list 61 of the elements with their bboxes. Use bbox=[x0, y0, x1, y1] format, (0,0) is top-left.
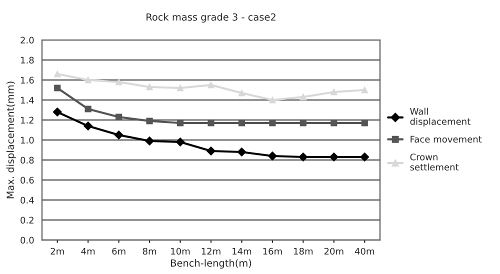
x-tick-label: 12m bbox=[202, 248, 220, 255]
y-tick-label: 0.0 bbox=[20, 236, 34, 244]
y-tick-label: 1.0 bbox=[20, 136, 34, 144]
x-tick-label: 20m bbox=[324, 248, 344, 255]
point bbox=[330, 88, 338, 96]
point bbox=[237, 148, 246, 156]
point bbox=[329, 152, 338, 162]
point bbox=[84, 106, 92, 112]
point bbox=[238, 90, 246, 96]
point bbox=[206, 146, 216, 156]
point bbox=[300, 120, 306, 126]
y-axis-title: Max. displacement(mm) bbox=[6, 82, 16, 198]
point bbox=[84, 122, 93, 130]
x-tick-label: 14m bbox=[232, 248, 252, 255]
y-tick-label: 2.0 bbox=[20, 36, 34, 44]
x-tick-label: 6m bbox=[112, 248, 126, 255]
point bbox=[54, 84, 61, 92]
legend-label: Face movement bbox=[410, 136, 482, 143]
point bbox=[208, 82, 214, 88]
point bbox=[146, 84, 153, 90]
y-tick-label: 1.4 bbox=[20, 96, 34, 104]
point bbox=[176, 84, 184, 92]
point bbox=[114, 130, 124, 140]
chart-title: Rock mass grade 3 - case2 bbox=[146, 13, 276, 23]
x-tick-label: 10m bbox=[171, 248, 190, 255]
x-tick-label: 8m bbox=[142, 248, 156, 255]
point bbox=[298, 152, 308, 162]
x-tick-label: 2m bbox=[50, 248, 64, 255]
point bbox=[116, 78, 122, 86]
point bbox=[361, 86, 368, 94]
point bbox=[361, 120, 368, 126]
y-tick-label: 0.6 bbox=[20, 176, 34, 184]
y-tick-label: 1.8 bbox=[20, 56, 34, 64]
point bbox=[269, 96, 276, 104]
y-tick-label: 1.6 bbox=[20, 76, 34, 84]
x-tick-label: 40m bbox=[354, 248, 374, 255]
x-tick-label: 16m bbox=[263, 248, 282, 255]
point bbox=[269, 120, 276, 126]
point bbox=[176, 138, 185, 146]
y-tick-label: 0.8 bbox=[20, 156, 34, 164]
point bbox=[238, 120, 246, 126]
point bbox=[176, 120, 184, 126]
legend-label: Wall displacement bbox=[410, 108, 470, 127]
point bbox=[268, 152, 277, 160]
point bbox=[300, 94, 306, 100]
point bbox=[54, 70, 61, 78]
x-axis-title: Bench-length(m) bbox=[171, 259, 252, 269]
point bbox=[52, 108, 62, 116]
x-tick-label: 4m bbox=[81, 248, 95, 255]
y-tick-label: 1.2 bbox=[20, 116, 34, 124]
point bbox=[360, 152, 370, 162]
point bbox=[146, 118, 153, 124]
y-tick-label: 0.4 bbox=[20, 196, 34, 204]
point bbox=[208, 120, 214, 126]
point bbox=[116, 114, 122, 120]
legend-label: Crown settlement bbox=[410, 154, 459, 171]
point bbox=[330, 120, 338, 126]
y-tick-label: 0.2 bbox=[20, 216, 34, 224]
point bbox=[145, 136, 154, 146]
x-tick-label: 18m bbox=[294, 248, 313, 255]
point bbox=[84, 76, 92, 84]
